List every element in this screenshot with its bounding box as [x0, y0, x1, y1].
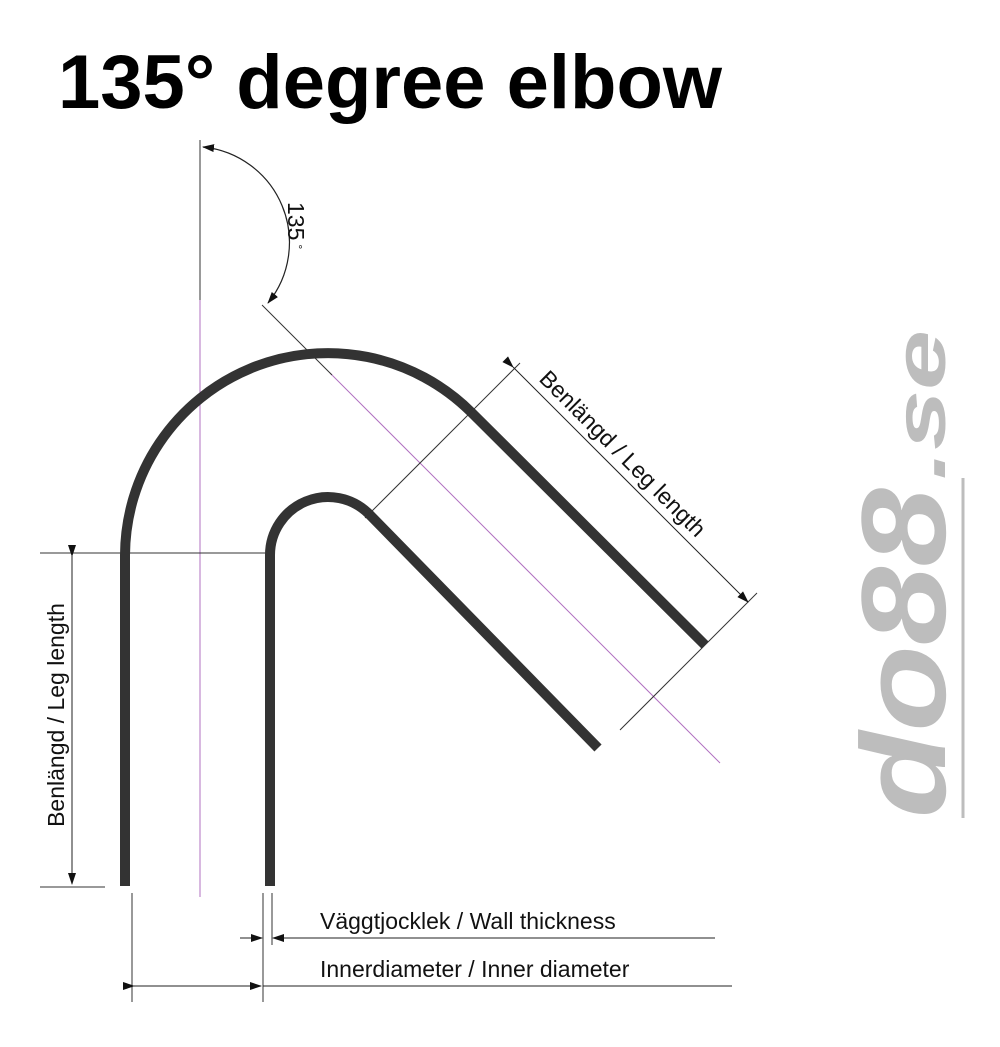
logo-suffix-text: .se [881, 330, 961, 480]
diagonal-leg-dimension [502, 356, 749, 603]
page-title: 135° degree elbow [58, 40, 723, 125]
leg-end-extension-line [619, 592, 758, 731]
pipe-inner-wall [265, 492, 602, 886]
leg-extension-line [474, 362, 521, 409]
wall-thickness-label: Väggtjocklek / Wall thickness [320, 908, 616, 934]
angle-arc [202, 146, 291, 304]
pipe-outer-wall [120, 348, 709, 886]
inner-diameter-label: Innerdiameter / Inner diameter [320, 956, 630, 982]
logo-main-text: do88 [837, 488, 971, 818]
diagonal-centerline [329, 372, 721, 764]
leg-start-line-diagonal [364, 407, 476, 519]
angle-arc-start-arrow [202, 144, 215, 153]
diagonal-leg-length-label: Benlängd / Leg length [534, 365, 711, 542]
angle-label: 135° [283, 202, 309, 249]
angle-extension-line [261, 304, 333, 376]
do88-logo: do88 .se [837, 330, 971, 818]
vertical-leg-length-label: Benlängd / Leg length [43, 603, 69, 827]
